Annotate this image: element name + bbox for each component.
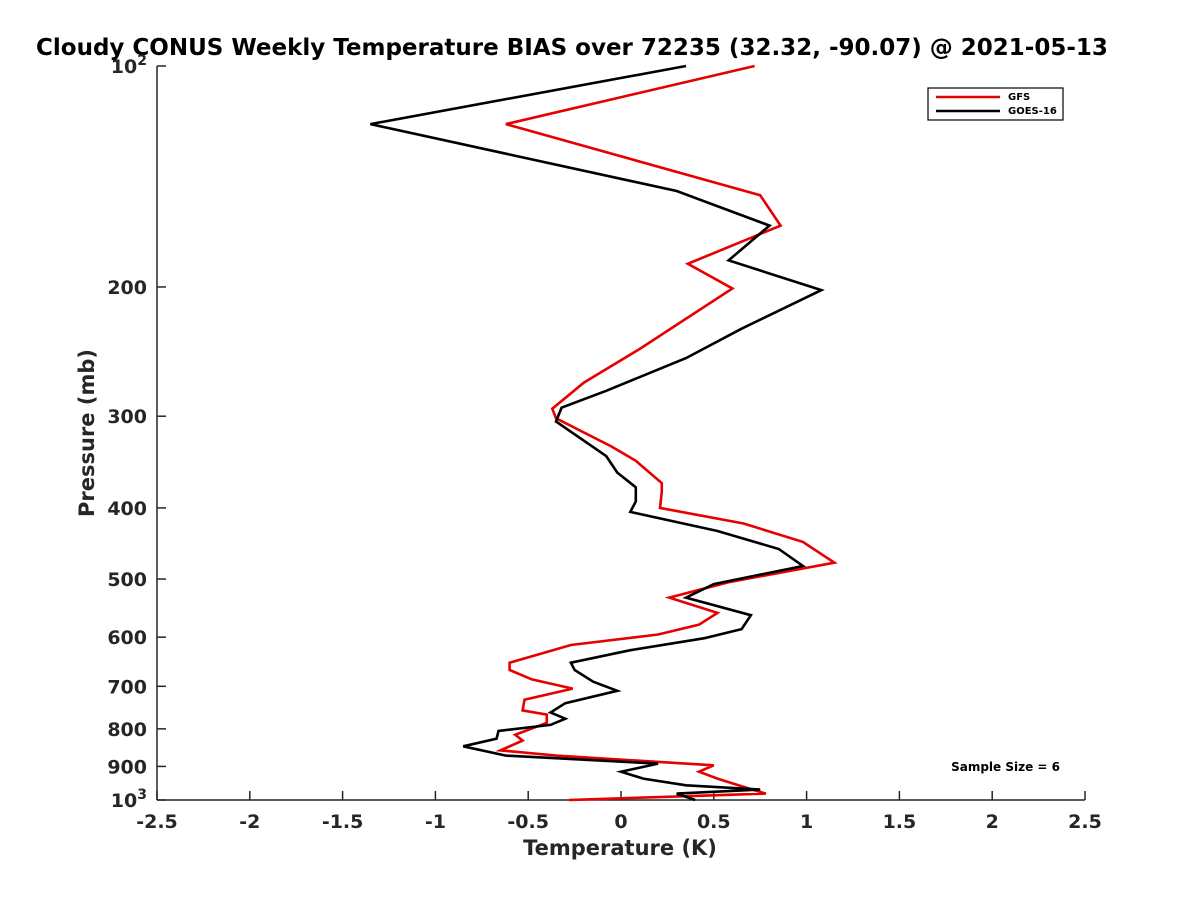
sample-size-annotation: Sample Size = 6 [951, 760, 1060, 774]
series-line-gfs [495, 64, 838, 802]
series-line-goes-16 [370, 64, 825, 802]
y-tick-label: 103 [111, 787, 147, 812]
x-tick-label: 0 [614, 811, 627, 833]
y-tick-label: 300 [107, 406, 147, 428]
series-lines [370, 64, 838, 802]
y-tick-label: 400 [107, 498, 147, 520]
x-axis-ticks: -2.5 -2 -1.5 -1 -0.5 0 0.5 1 1.5 2 2.5 [136, 791, 1102, 833]
y-tick-label: 200 [107, 277, 147, 299]
x-tick-label: -0.5 [507, 811, 549, 833]
y-tick-label: 102 [111, 53, 147, 78]
x-tick-label: 1 [800, 811, 813, 833]
y-tick-label: 800 [107, 719, 147, 741]
legend-box [927, 87, 1064, 121]
y-axis-title: Pressure (mb) [75, 349, 99, 517]
x-tick-label: 2.5 [1068, 811, 1102, 833]
y-axis-ticks: 102 200 300 400 500 600 700 800 900 103 [107, 53, 166, 812]
x-tick-label: 1.5 [883, 811, 917, 833]
legend-label-goes-16: GOES-16 [1008, 106, 1057, 117]
x-tick-label: 0.5 [697, 811, 731, 833]
legend: GFS GOES-16 [927, 87, 1064, 121]
y-tick-label: 700 [107, 676, 147, 698]
x-axis-title: Temperature (K) [523, 836, 717, 860]
y-tick-label: 600 [107, 627, 147, 649]
x-tick-label: -1 [425, 811, 446, 833]
x-tick-label: 2 [986, 811, 999, 833]
y-tick-label: 900 [107, 756, 147, 778]
axes: -2.5 -2 -1.5 -1 -0.5 0 0.5 1 1.5 2 2.5 102 200 300 40… [107, 53, 1102, 833]
legend-label-gfs: GFS [1008, 92, 1030, 103]
x-tick-label: -1.5 [322, 811, 364, 833]
y-tick-label: 500 [107, 569, 147, 591]
chart-title: Cloudy CONUS Weekly Temperature BIAS ove… [36, 35, 1108, 61]
x-tick-label: -2 [239, 811, 260, 833]
x-tick-label: -2.5 [136, 811, 178, 833]
